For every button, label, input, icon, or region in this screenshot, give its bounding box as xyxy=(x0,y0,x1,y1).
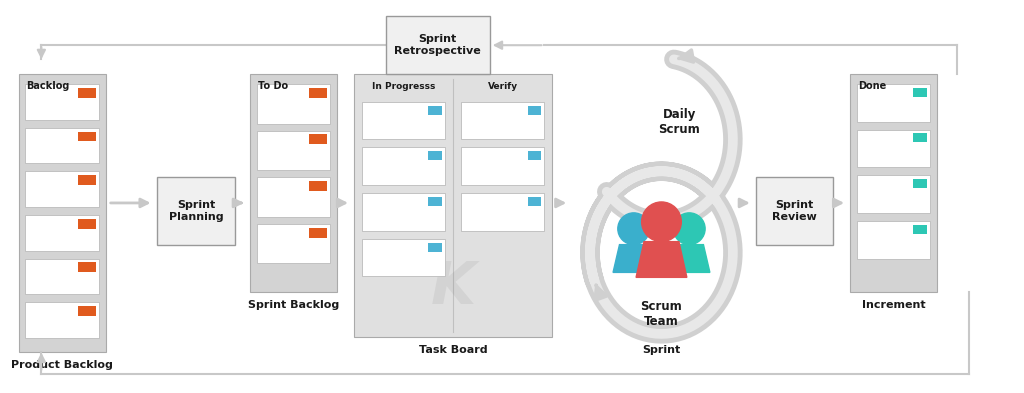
FancyBboxPatch shape xyxy=(913,88,928,97)
FancyBboxPatch shape xyxy=(428,106,442,115)
FancyBboxPatch shape xyxy=(913,134,928,142)
FancyBboxPatch shape xyxy=(913,179,928,188)
Text: Sprint: Sprint xyxy=(642,345,681,355)
Text: Product Backlog: Product Backlog xyxy=(11,360,113,370)
FancyBboxPatch shape xyxy=(857,175,931,213)
Text: Daily
Scrum: Daily Scrum xyxy=(658,108,700,136)
FancyBboxPatch shape xyxy=(309,228,327,238)
Text: In Progresss: In Progresss xyxy=(372,82,435,91)
FancyBboxPatch shape xyxy=(26,259,99,294)
Text: Done: Done xyxy=(858,81,886,91)
FancyBboxPatch shape xyxy=(78,306,96,316)
FancyBboxPatch shape xyxy=(361,102,445,140)
FancyBboxPatch shape xyxy=(527,106,542,115)
FancyBboxPatch shape xyxy=(158,177,234,244)
Polygon shape xyxy=(636,242,687,277)
FancyBboxPatch shape xyxy=(361,147,445,185)
FancyBboxPatch shape xyxy=(527,151,542,160)
Text: Increment: Increment xyxy=(862,300,926,310)
FancyBboxPatch shape xyxy=(461,193,545,231)
FancyBboxPatch shape xyxy=(428,242,442,252)
FancyBboxPatch shape xyxy=(26,171,99,207)
Circle shape xyxy=(642,202,681,242)
Text: Backlog: Backlog xyxy=(27,81,70,91)
Text: To Do: To Do xyxy=(258,81,288,91)
FancyBboxPatch shape xyxy=(78,263,96,272)
FancyBboxPatch shape xyxy=(26,215,99,251)
FancyBboxPatch shape xyxy=(850,74,937,292)
FancyBboxPatch shape xyxy=(78,219,96,229)
FancyBboxPatch shape xyxy=(309,88,327,98)
Text: Sprint
Planning: Sprint Planning xyxy=(169,200,223,222)
FancyBboxPatch shape xyxy=(257,130,330,170)
Text: Verify: Verify xyxy=(487,82,518,91)
FancyBboxPatch shape xyxy=(257,177,330,217)
FancyBboxPatch shape xyxy=(857,84,931,121)
Text: Sprint
Retrospective: Sprint Retrospective xyxy=(394,35,481,56)
FancyBboxPatch shape xyxy=(26,84,99,119)
FancyBboxPatch shape xyxy=(361,239,445,276)
FancyBboxPatch shape xyxy=(361,193,445,231)
FancyBboxPatch shape xyxy=(309,181,327,191)
FancyBboxPatch shape xyxy=(26,302,99,338)
Text: Scrum
Team: Scrum Team xyxy=(641,300,682,328)
Text: Task Board: Task Board xyxy=(419,345,487,355)
FancyBboxPatch shape xyxy=(18,74,105,352)
Circle shape xyxy=(617,213,649,244)
FancyBboxPatch shape xyxy=(857,221,931,259)
Text: Sprint
Review: Sprint Review xyxy=(772,200,817,222)
FancyBboxPatch shape xyxy=(257,84,330,123)
FancyBboxPatch shape xyxy=(26,128,99,163)
Polygon shape xyxy=(613,244,654,272)
FancyBboxPatch shape xyxy=(461,147,545,185)
Polygon shape xyxy=(669,244,710,272)
FancyBboxPatch shape xyxy=(354,74,552,337)
FancyBboxPatch shape xyxy=(857,130,931,167)
FancyBboxPatch shape xyxy=(78,175,96,185)
FancyBboxPatch shape xyxy=(461,102,545,140)
FancyBboxPatch shape xyxy=(913,225,928,234)
FancyBboxPatch shape xyxy=(309,134,327,144)
FancyBboxPatch shape xyxy=(78,132,96,141)
FancyBboxPatch shape xyxy=(257,224,330,263)
FancyBboxPatch shape xyxy=(78,88,96,98)
Text: Sprint Backlog: Sprint Backlog xyxy=(248,300,339,310)
FancyBboxPatch shape xyxy=(527,197,542,206)
FancyBboxPatch shape xyxy=(386,17,489,74)
FancyBboxPatch shape xyxy=(756,177,834,244)
FancyBboxPatch shape xyxy=(250,74,337,292)
Text: Κ: Κ xyxy=(430,259,476,316)
FancyBboxPatch shape xyxy=(428,197,442,206)
FancyBboxPatch shape xyxy=(428,151,442,160)
Circle shape xyxy=(674,213,706,244)
